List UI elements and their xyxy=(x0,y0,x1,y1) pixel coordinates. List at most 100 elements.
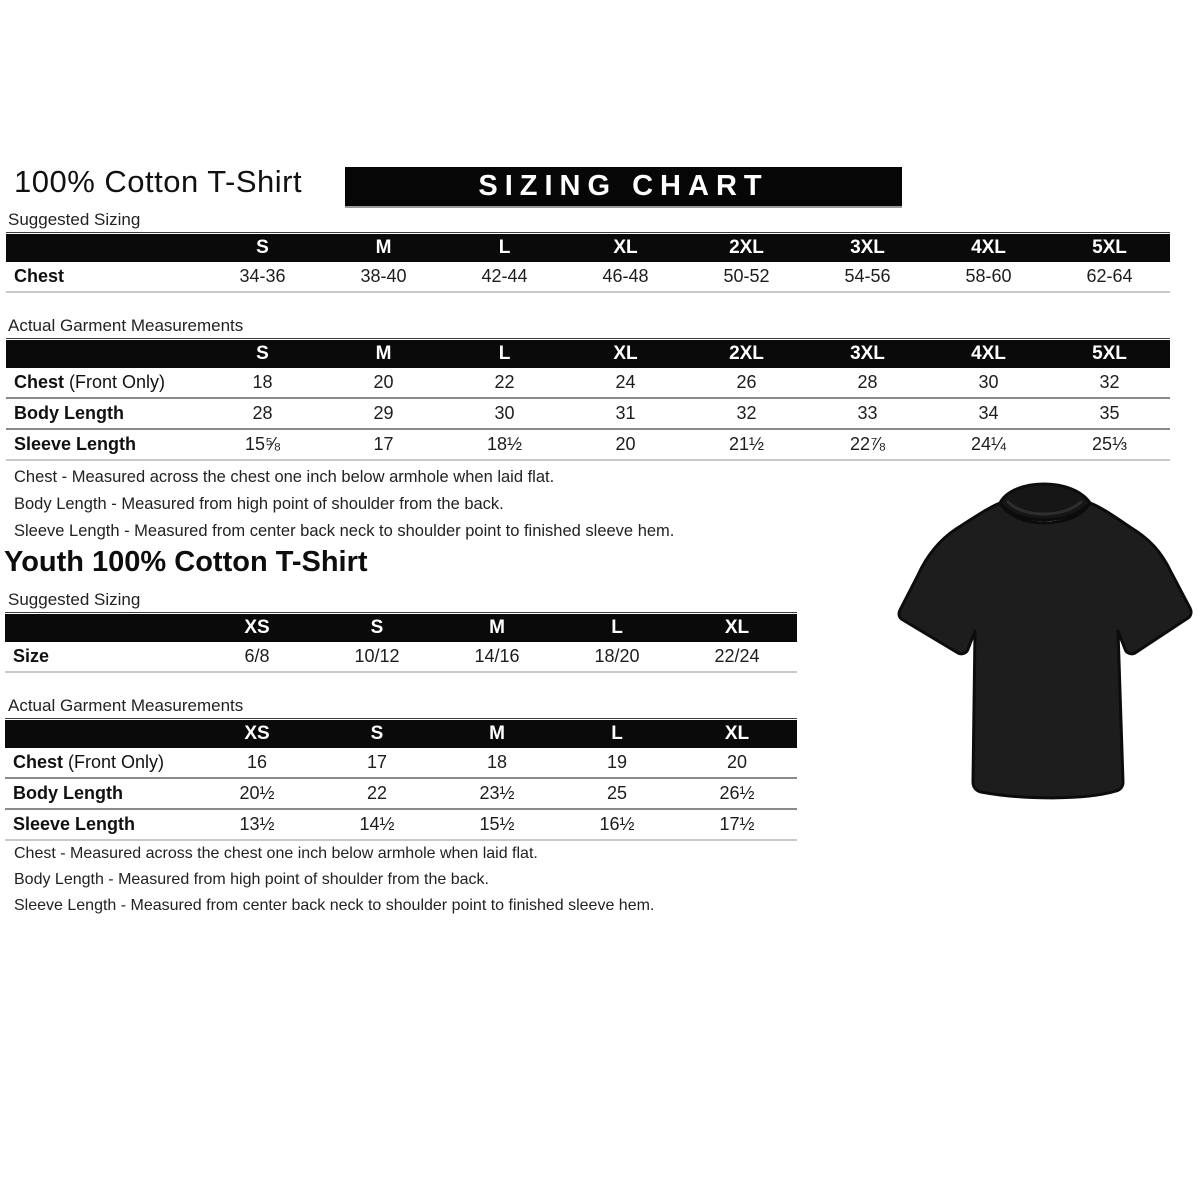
adult-actual-measurements-table: S M L XL 2XL 3XL 4XL 5XL Chest (Front On… xyxy=(6,338,1170,461)
youth-body-length-row: Body Length 20½ 22 23½ 25 26½ xyxy=(5,779,797,810)
chest-value: 50-52 xyxy=(723,266,770,286)
adult-body-length-row: Body Length 28 29 30 31 32 33 34 35 xyxy=(6,399,1170,430)
body-length-value: 34 xyxy=(978,403,999,423)
body-length-value: 25 xyxy=(606,783,628,803)
row-label-suffix: (Front Only) xyxy=(64,372,166,392)
sleeve-length-value: 13½ xyxy=(239,814,275,834)
chest-value: 18 xyxy=(252,372,273,392)
size-column-header: XL xyxy=(613,237,638,258)
adult-chest-suggested-row: Chest 34-36 38-40 42-44 46-48 50-52 54-5… xyxy=(6,262,1170,293)
size-column-header: 3XL xyxy=(850,343,885,364)
adult-actual-measurements-label: Actual Garment Measurements xyxy=(8,316,244,335)
chest-value: 30 xyxy=(978,372,999,392)
size-column-header: L xyxy=(498,237,511,258)
size-column-header: XS xyxy=(244,617,270,638)
row-label-main: Chest xyxy=(13,752,64,772)
chest-value: 20 xyxy=(726,752,748,772)
size-column-header: 2XL xyxy=(729,343,764,364)
adult-suggested-sizing-table: S M L XL 2XL 3XL 4XL 5XL Chest 34-36 38-… xyxy=(6,232,1170,293)
adult-suggested-sizing-label: Suggested Sizing xyxy=(8,210,141,229)
sleeve-length-value: 25⅓ xyxy=(1091,434,1128,454)
size-column-header: 2XL xyxy=(729,237,764,258)
sleeve-length-value: 22⅞ xyxy=(849,434,886,454)
size-column-header: XL xyxy=(613,343,638,364)
chest-value: 38-40 xyxy=(360,266,407,286)
size-column-header: 5XL xyxy=(1092,237,1127,258)
size-column-header: 4XL xyxy=(971,343,1006,364)
adult-suggested-header-row: S M L XL 2XL 3XL 4XL 5XL xyxy=(6,234,1170,262)
tshirt-body xyxy=(897,501,1193,800)
size-column-header: 3XL xyxy=(850,237,885,258)
youth-body-length-note: Body Length - Measured from high point o… xyxy=(14,871,489,888)
chest-value: 28 xyxy=(857,372,878,392)
chest-value: 34-36 xyxy=(239,266,286,286)
body-length-value: 26½ xyxy=(719,783,755,803)
sleeve-length-value: 15½ xyxy=(479,814,515,834)
size-column-header: XL xyxy=(724,617,750,638)
chest-value: 24 xyxy=(615,372,636,392)
adult-chest-row: Chest (Front Only) 18 20 22 24 26 28 30 … xyxy=(6,368,1170,399)
size-value: 14/16 xyxy=(474,646,520,666)
body-length-value: 35 xyxy=(1099,403,1120,423)
youth-chest-row: Chest (Front Only) 16 17 18 19 20 xyxy=(5,748,797,779)
chest-value: 32 xyxy=(1099,372,1120,392)
size-column-header: M xyxy=(489,723,505,744)
sleeve-length-value: 21½ xyxy=(728,434,765,454)
row-label-main: Chest xyxy=(14,372,65,392)
row-label: Sleeve Length xyxy=(13,814,136,834)
sleeve-length-value: 15⅝ xyxy=(244,434,281,454)
size-value: 6/8 xyxy=(244,646,270,666)
sleeve-length-value: 16½ xyxy=(599,814,635,834)
size-value: 18/20 xyxy=(594,646,640,666)
size-column-header: 5XL xyxy=(1092,343,1127,364)
body-length-value: 32 xyxy=(736,403,757,423)
chest-value: 16 xyxy=(246,752,268,772)
size-column-header: M xyxy=(375,343,392,364)
chest-value: 46-48 xyxy=(602,266,649,286)
size-value: 10/12 xyxy=(354,646,400,666)
youth-actual-measurements-table: XS S M L XL Chest (Front Only) 16 17 18 … xyxy=(5,718,797,841)
size-column-header: XL xyxy=(724,723,750,744)
chest-value: 20 xyxy=(373,372,394,392)
youth-suggested-sizing-table: XS S M L XL Size 6/8 10/12 14/16 18/20 2… xyxy=(5,612,797,673)
sizing-chart-banner-text: SIZING CHART xyxy=(478,170,769,202)
youth-sleeve-length-row: Sleeve Length 13½ 14½ 15½ 16½ 17½ xyxy=(5,810,797,841)
size-column-header: S xyxy=(256,237,269,258)
sizing-chart-banner: SIZING CHART xyxy=(345,167,902,206)
size-column-header: M xyxy=(489,617,505,638)
chest-value: 26 xyxy=(736,372,757,392)
body-length-value: 29 xyxy=(373,403,394,423)
sleeve-length-value: 20 xyxy=(615,434,636,454)
youth-sleeve-length-note: Sleeve Length - Measured from center bac… xyxy=(14,897,655,914)
chest-value: 19 xyxy=(606,752,628,772)
chest-value: 54-56 xyxy=(844,266,891,286)
youth-suggested-header-row: XS S M L XL xyxy=(5,614,797,642)
youth-suggested-sizing-label: Suggested Sizing xyxy=(8,590,141,609)
youth-chest-note: Chest - Measured across the chest one in… xyxy=(14,845,538,862)
body-length-value: 22 xyxy=(366,783,388,803)
body-length-value: 30 xyxy=(494,403,515,423)
sleeve-length-value: 18½ xyxy=(486,434,523,454)
sleeve-length-value: 24¼ xyxy=(970,434,1007,454)
body-length-value: 23½ xyxy=(479,783,515,803)
row-label: Size xyxy=(13,646,50,666)
body-length-value: 20½ xyxy=(239,783,275,803)
adult-actual-header-row: S M L XL 2XL 3XL 4XL 5XL xyxy=(6,340,1170,368)
sleeve-length-value: 17½ xyxy=(719,814,755,834)
size-column-header: L xyxy=(498,343,511,364)
size-column-header: S xyxy=(256,343,269,364)
row-label: Sleeve Length xyxy=(14,434,137,454)
row-label-suffix: (Front Only) xyxy=(63,752,165,772)
adult-sleeve-length-row: Sleeve Length 15⅝ 17 18½ 20 21½ 22⅞ 24¼ … xyxy=(6,430,1170,461)
row-label: Chest (Front Only) xyxy=(5,752,197,773)
tshirt-neck-opening xyxy=(1006,500,1083,516)
sleeve-length-value: 17 xyxy=(373,434,394,454)
sleeve-length-value: 14½ xyxy=(359,814,395,834)
youth-section-title: Youth 100% Cotton T-Shirt xyxy=(4,546,368,578)
youth-size-row: Size 6/8 10/12 14/16 18/20 22/24 xyxy=(5,642,797,673)
page-title: 100% Cotton T-Shirt xyxy=(14,164,303,199)
body-length-value: 33 xyxy=(857,403,878,423)
size-column-header: XS xyxy=(244,723,270,744)
adult-sleeve-length-note: Sleeve Length - Measured from center bac… xyxy=(14,522,675,540)
chest-value: 58-60 xyxy=(965,266,1012,286)
